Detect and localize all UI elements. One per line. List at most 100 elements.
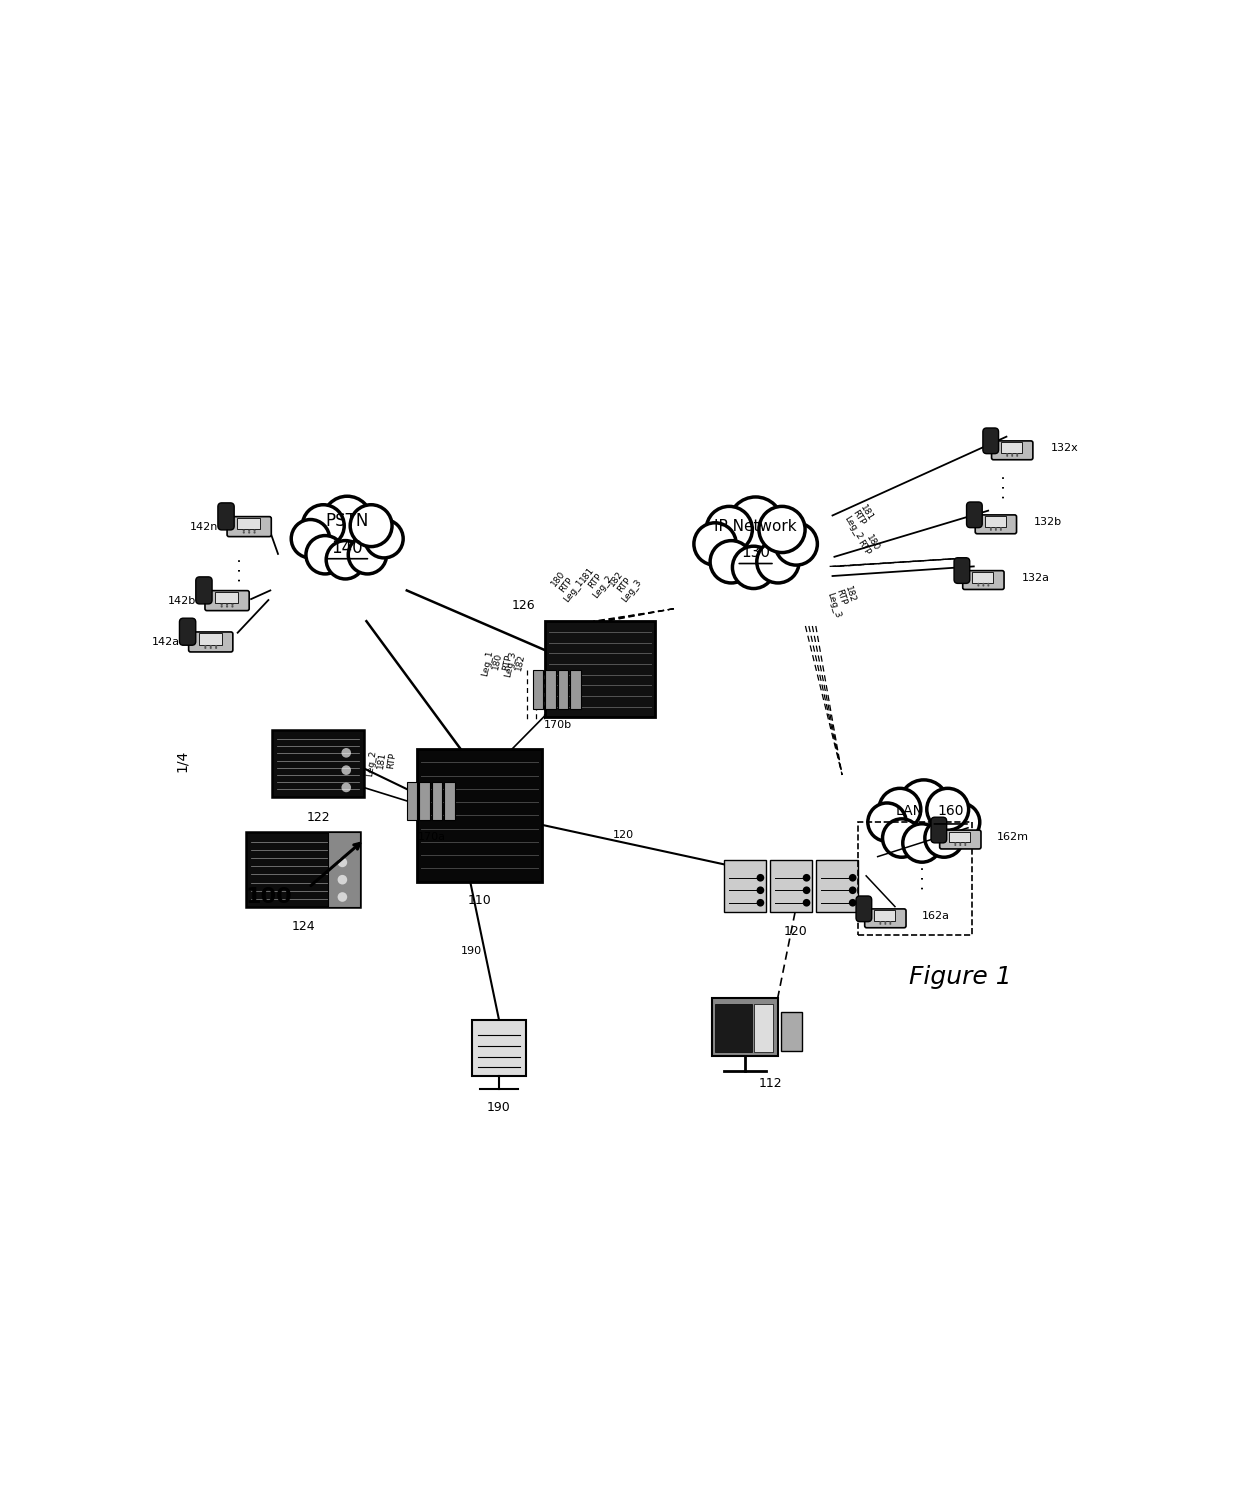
FancyBboxPatch shape: [949, 831, 971, 842]
Circle shape: [232, 604, 233, 605]
Circle shape: [733, 547, 775, 589]
FancyBboxPatch shape: [975, 515, 1017, 533]
Circle shape: [884, 923, 887, 925]
FancyBboxPatch shape: [985, 517, 1006, 527]
Circle shape: [221, 604, 223, 605]
Circle shape: [1017, 455, 1018, 456]
Circle shape: [232, 605, 233, 607]
FancyBboxPatch shape: [419, 782, 430, 821]
FancyBboxPatch shape: [874, 910, 895, 920]
FancyBboxPatch shape: [198, 634, 222, 645]
FancyBboxPatch shape: [966, 501, 982, 527]
FancyBboxPatch shape: [940, 830, 981, 849]
Circle shape: [226, 605, 228, 607]
Text: 120: 120: [784, 925, 808, 938]
Circle shape: [1017, 453, 1018, 455]
Circle shape: [711, 541, 753, 583]
Circle shape: [965, 842, 966, 845]
Text: 110: 110: [467, 895, 492, 907]
Circle shape: [210, 645, 212, 648]
Circle shape: [879, 788, 921, 830]
Text: 190: 190: [460, 946, 481, 956]
FancyBboxPatch shape: [188, 633, 233, 652]
Circle shape: [987, 583, 990, 584]
Circle shape: [889, 922, 892, 923]
FancyBboxPatch shape: [432, 782, 443, 821]
FancyBboxPatch shape: [533, 670, 543, 709]
Text: 180
RTP: 180 RTP: [856, 533, 880, 557]
Circle shape: [348, 536, 387, 574]
Circle shape: [221, 605, 223, 607]
Text: PSTN: PSTN: [326, 512, 368, 530]
Circle shape: [215, 646, 217, 649]
FancyBboxPatch shape: [712, 998, 777, 1056]
Text: 100: 100: [246, 887, 291, 907]
Circle shape: [955, 842, 956, 845]
Text: 181
RTP
Leg_2: 181 RTP Leg_2: [575, 562, 615, 599]
Circle shape: [849, 873, 857, 881]
FancyBboxPatch shape: [273, 730, 363, 797]
Text: Figure 1: Figure 1: [909, 965, 1012, 989]
Text: Leg_3
182: Leg_3 182: [503, 651, 527, 681]
Text: 182
RTP
Leg_3: 182 RTP Leg_3: [825, 584, 861, 619]
Circle shape: [990, 529, 992, 530]
Circle shape: [868, 803, 906, 842]
Circle shape: [341, 765, 351, 776]
FancyBboxPatch shape: [472, 1020, 526, 1075]
Circle shape: [215, 645, 217, 648]
Circle shape: [729, 497, 782, 551]
Circle shape: [849, 899, 857, 907]
Circle shape: [291, 520, 330, 557]
Circle shape: [1011, 455, 1013, 456]
FancyBboxPatch shape: [754, 1003, 774, 1051]
FancyBboxPatch shape: [407, 782, 418, 821]
Text: 1/4: 1/4: [175, 750, 188, 771]
Text: 132a: 132a: [1022, 572, 1050, 583]
Circle shape: [322, 497, 372, 545]
Circle shape: [982, 583, 985, 584]
Circle shape: [925, 819, 963, 857]
FancyBboxPatch shape: [954, 557, 970, 583]
Circle shape: [341, 748, 351, 758]
Circle shape: [977, 584, 980, 586]
FancyBboxPatch shape: [992, 441, 1033, 459]
Circle shape: [879, 923, 882, 925]
FancyBboxPatch shape: [770, 860, 812, 913]
FancyBboxPatch shape: [418, 748, 542, 881]
Text: 126: 126: [511, 598, 536, 611]
Circle shape: [802, 873, 811, 881]
FancyBboxPatch shape: [205, 590, 249, 610]
Circle shape: [879, 922, 882, 923]
Text: 142n: 142n: [190, 523, 218, 532]
Circle shape: [965, 843, 966, 846]
FancyBboxPatch shape: [931, 818, 946, 843]
Text: IP Network: IP Network: [714, 518, 797, 533]
FancyBboxPatch shape: [558, 670, 568, 709]
Circle shape: [759, 506, 805, 553]
Circle shape: [775, 523, 817, 565]
Text: 140: 140: [331, 539, 363, 557]
Circle shape: [350, 505, 392, 547]
Circle shape: [1006, 453, 1008, 455]
Text: . . .: . . .: [229, 559, 244, 583]
Circle shape: [987, 584, 990, 586]
Circle shape: [326, 541, 365, 578]
FancyBboxPatch shape: [218, 503, 234, 530]
Circle shape: [802, 887, 811, 895]
Circle shape: [994, 527, 997, 529]
Text: 130: 130: [742, 545, 770, 560]
Text: Leg_1
180
RTP: Leg_1 180 RTP: [480, 649, 513, 681]
Circle shape: [306, 536, 345, 574]
FancyBboxPatch shape: [983, 428, 998, 453]
FancyBboxPatch shape: [215, 592, 238, 604]
FancyBboxPatch shape: [237, 518, 260, 529]
Circle shape: [999, 527, 1002, 529]
Circle shape: [205, 645, 206, 648]
Text: 162a: 162a: [921, 911, 950, 922]
Circle shape: [849, 887, 857, 895]
FancyBboxPatch shape: [972, 572, 993, 583]
FancyBboxPatch shape: [962, 571, 1004, 589]
Circle shape: [341, 783, 351, 792]
Circle shape: [756, 899, 764, 907]
Circle shape: [960, 842, 961, 845]
